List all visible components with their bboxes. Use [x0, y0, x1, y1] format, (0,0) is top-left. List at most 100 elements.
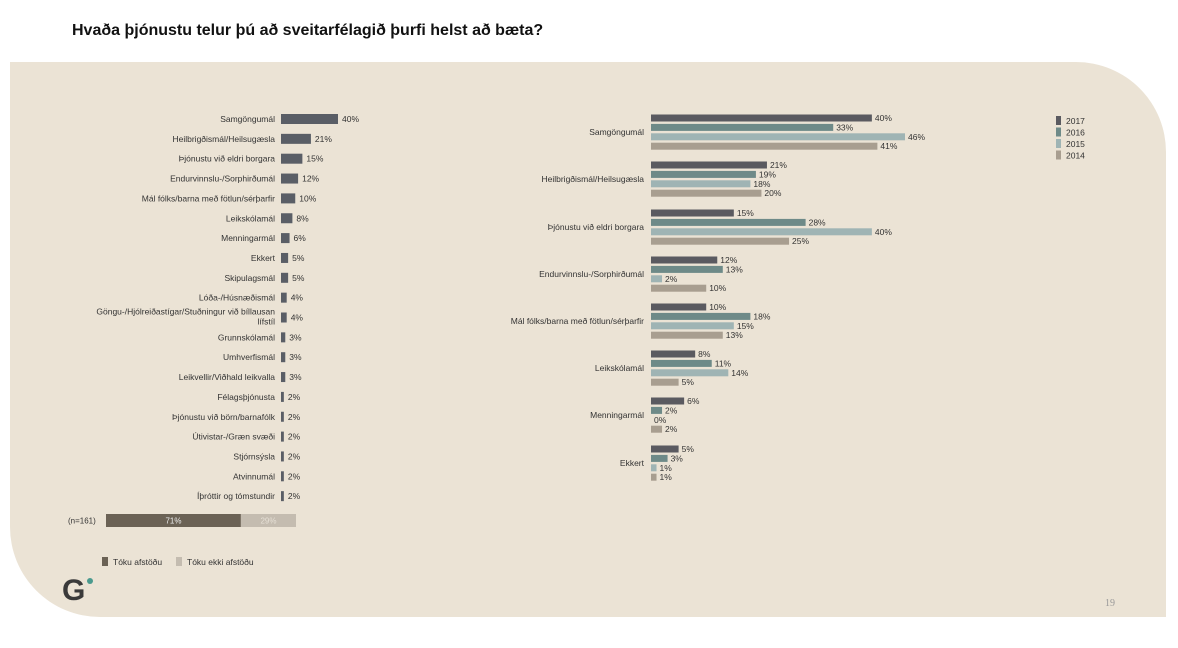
legend-swatch	[1056, 139, 1061, 148]
left-category-label: Þjónustu við eldri borgara	[179, 154, 276, 164]
left-category-label: Grunnskólamál	[218, 332, 275, 342]
right-category-label: Menningarmál	[590, 410, 644, 420]
left-value-label: 6%	[294, 233, 307, 243]
left-bar	[281, 491, 284, 502]
right-bar-2016	[651, 359, 712, 367]
right-bar-2015	[651, 275, 663, 283]
right-category-label: Mál fólks/barna með fötlun/sérþarfir	[511, 316, 644, 326]
right-value-label: 13%	[726, 330, 743, 340]
right-value-label: 1%	[660, 472, 673, 482]
left-category-label: Göngu-/Hjólreiðastígar/Stuðningur við bí…	[96, 307, 275, 327]
left-bar	[281, 213, 293, 224]
left-value-label: 2%	[288, 471, 301, 481]
left-bar	[281, 411, 284, 422]
left-value-label: 2%	[288, 412, 301, 422]
left-category-label: Umhverfismál	[223, 352, 275, 362]
left-category-label: Leikvellir/Viðhald leikvalla	[179, 372, 275, 382]
right-value-label: 2%	[665, 424, 678, 434]
right-value-label: 6%	[687, 396, 700, 406]
page-number: 19	[1105, 598, 1115, 609]
left-category-label: Leikskólamál	[226, 213, 275, 223]
left-category-label: Heilbrigðismál/Heilsugæsla	[172, 134, 275, 144]
left-category-label: Félagsþjónusta	[217, 392, 275, 402]
legend-label: 2015	[1066, 139, 1085, 149]
right-bar-2014	[651, 378, 679, 386]
legend-swatch	[1056, 116, 1061, 125]
right-bar-2017	[651, 445, 679, 453]
right-bar-2016	[651, 265, 723, 273]
legend-label: 2014	[1066, 151, 1085, 161]
stacked-value-label: 29%	[260, 517, 276, 526]
right-bar-2016	[651, 218, 806, 226]
legend-swatch	[102, 557, 108, 566]
right-bar-2017	[651, 256, 718, 264]
legend-swatch	[176, 557, 182, 566]
right-value-label: 20%	[764, 188, 781, 198]
right-value-label: 18%	[753, 311, 770, 321]
left-value-label: 3%	[289, 352, 302, 362]
right-value-label: 3%	[671, 453, 684, 463]
logo-icon: G	[62, 574, 85, 607]
right-bar-2017	[651, 350, 696, 358]
stacked-bar-segment	[106, 514, 241, 527]
left-bar	[281, 292, 287, 303]
right-value-label: 13%	[726, 264, 743, 274]
left-category-label: Menningarmál	[221, 233, 275, 243]
right-category-label: Endurvinnslu-/Sorphirðumál	[539, 269, 644, 279]
right-bar-2015	[651, 180, 751, 188]
right-value-label: 25%	[792, 236, 809, 246]
left-category-label: Ekkert	[251, 253, 276, 263]
right-bar-2017	[651, 209, 734, 217]
left-category-label: Þjónustu við börn/barnafólk	[172, 412, 276, 422]
legend-swatch	[1056, 150, 1061, 160]
left-category-label: Atvinnumál	[233, 471, 275, 481]
left-bar	[281, 193, 296, 204]
right-bar-2016	[651, 406, 663, 414]
right-value-label: 14%	[731, 368, 748, 378]
left-bar	[281, 153, 303, 164]
left-value-label: 5%	[292, 253, 305, 263]
legend-label: 2016	[1066, 128, 1085, 138]
right-value-label: 2%	[665, 405, 678, 415]
right-bar-2014	[651, 425, 663, 433]
left-bar	[281, 471, 284, 482]
right-bar-2014	[651, 284, 707, 292]
right-value-label: 21%	[770, 160, 787, 170]
right-bar-2014	[651, 331, 723, 339]
right-value-label: 19%	[759, 169, 776, 179]
right-bar-2014	[651, 189, 762, 197]
right-bar-2017	[651, 161, 767, 169]
right-value-label: 5%	[682, 377, 695, 387]
right-value-label: 1%	[660, 463, 673, 473]
right-bar-2014	[651, 473, 657, 481]
stacked-value-label: 71%	[165, 517, 181, 526]
right-value-label: 28%	[809, 217, 826, 227]
left-value-label: 10%	[299, 193, 316, 203]
right-category-label: Heilbrigðismál/Heilsugæsla	[541, 174, 644, 184]
left-bar	[281, 332, 286, 343]
right-value-label: 5%	[682, 444, 695, 454]
right-value-label: 2%	[665, 274, 678, 284]
left-bar	[281, 252, 289, 263]
left-value-label: 12%	[302, 174, 319, 184]
right-value-label: 15%	[737, 208, 754, 218]
right-value-label: 33%	[836, 122, 853, 132]
right-bar-2016	[651, 312, 751, 320]
right-bar-2014	[651, 237, 790, 245]
right-bar-2017	[651, 114, 872, 122]
right-bar-2015	[651, 464, 657, 472]
left-category-label: Stjórnsýsla	[233, 451, 275, 461]
page-title: Hvaða þjónustu telur þú að sveitarfélagi…	[72, 22, 544, 39]
right-value-label: 12%	[720, 255, 737, 265]
right-value-label: 0%	[654, 415, 667, 425]
right-value-label: 46%	[908, 132, 925, 142]
right-value-label: 10%	[709, 283, 726, 293]
legend-label: 2017	[1066, 116, 1085, 126]
left-value-label: 4%	[291, 293, 304, 303]
left-bar	[281, 233, 290, 244]
legend-swatch	[1056, 127, 1061, 137]
right-value-label: 8%	[698, 349, 711, 359]
left-value-label: 3%	[289, 372, 302, 382]
right-bar-2016	[651, 454, 668, 462]
